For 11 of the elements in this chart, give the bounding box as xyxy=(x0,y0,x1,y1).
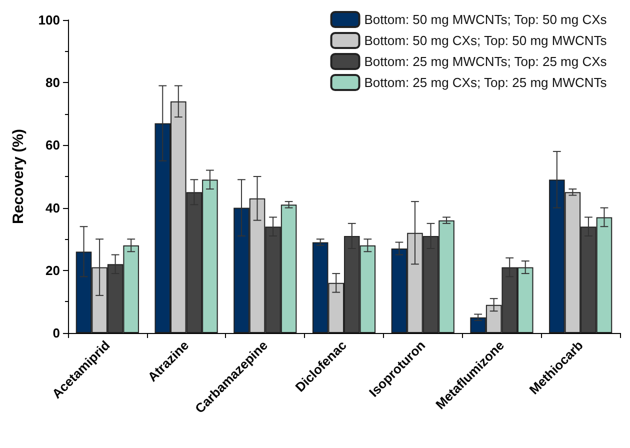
legend-label: Bottom: 25 mg MWCNTs; Top: 25 mg CXs xyxy=(364,54,608,69)
y-tick-label: 60 xyxy=(46,138,60,153)
legend-label: Bottom: 25 mg CXs; Top: 25 mg MWCNTs xyxy=(364,75,608,90)
y-tick-label: 40 xyxy=(46,200,60,216)
y-tick-label: 100 xyxy=(38,12,60,28)
y-tick-label: 80 xyxy=(46,75,60,90)
y-axis-title: Recovery (%) xyxy=(10,128,27,224)
legend-label: Bottom: 50 mg MWCNTs; Top: 50 mg CXs xyxy=(364,12,608,27)
legend-label: Bottom: 50 mg CXs; Top: 50 mg MWCNTs xyxy=(364,33,608,48)
y-tick-label: 0 xyxy=(52,326,60,340)
y-tick-label: 20 xyxy=(46,262,60,278)
